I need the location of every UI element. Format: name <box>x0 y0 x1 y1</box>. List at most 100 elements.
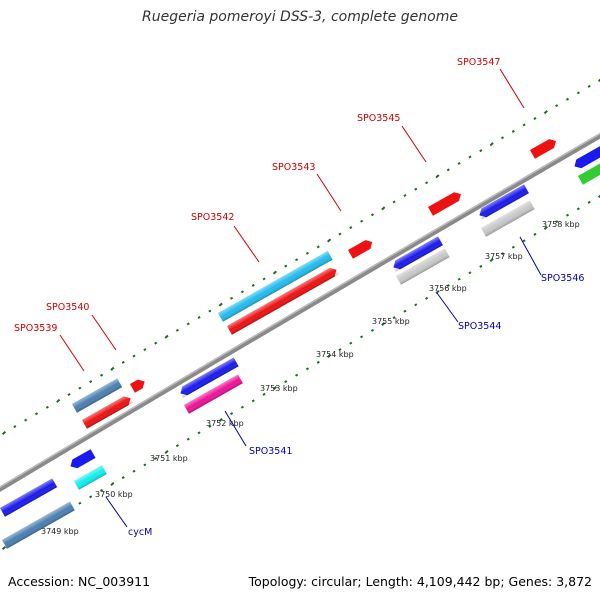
ruler-tick <box>1 430 7 436</box>
feature-SPO3542b[interactable] <box>227 265 339 335</box>
label-SPO3544: SPO3544 <box>458 321 501 332</box>
scale-label: 3757 kbp <box>485 252 523 261</box>
scale-label: 3756 kbp <box>429 284 467 293</box>
ruler-tick <box>435 289 440 295</box>
feature-SPO3544[interactable] <box>396 248 450 285</box>
ruler-tick <box>208 424 212 428</box>
ruler-tick <box>154 341 158 345</box>
feature-rev-right1[interactable] <box>572 142 600 170</box>
ruler-tick <box>175 328 179 332</box>
feature-SPO3540[interactable] <box>72 378 123 413</box>
ruler-tick <box>110 481 115 487</box>
feature-rev-right2[interactable] <box>578 156 600 185</box>
label-cycM: cycM <box>128 527 152 538</box>
ruler-tick <box>121 476 125 480</box>
ruler-tick <box>327 238 332 243</box>
feature-SPO3542[interactable] <box>218 250 333 322</box>
scale-label: 3754 kbp <box>316 350 354 359</box>
ruler-tick <box>121 360 125 364</box>
summary-text: Topology: circular; Length: 4,109,442 bp… <box>248 574 592 589</box>
ruler-tick <box>349 226 353 230</box>
ruler-tick <box>403 194 407 197</box>
ruler-tick <box>446 284 450 288</box>
ruler-tick <box>468 271 472 275</box>
ruler-tick <box>349 341 353 345</box>
feature-SPO3547[interactable] <box>530 137 558 159</box>
ruler-tick <box>218 302 223 307</box>
ruler-tick <box>251 399 255 403</box>
ruler-tick <box>99 373 104 377</box>
ruler-tick <box>489 142 494 147</box>
ruler-tick <box>381 206 386 211</box>
feature-SPO3545[interactable] <box>428 190 463 216</box>
feature-SPO3540-arrow[interactable] <box>130 377 147 393</box>
ruler-tick <box>370 328 374 332</box>
feature-SPO3539[interactable] <box>82 393 134 429</box>
ruler-tick <box>597 194 600 199</box>
ruler-tick <box>338 348 342 352</box>
label-SPO3546: SPO3546 <box>541 273 584 284</box>
ruler-tick <box>272 385 277 391</box>
ruler-tick <box>533 117 537 120</box>
reverse-leader-lines <box>105 236 542 528</box>
ruler-tick <box>468 155 472 159</box>
ruler-tick <box>511 129 515 133</box>
feature-cycM[interactable] <box>74 465 107 490</box>
ruler-tick <box>132 354 136 358</box>
ruler-tick <box>45 405 49 409</box>
feature-SPO3544-a[interactable] <box>391 236 443 272</box>
ruler-tick <box>89 495 93 499</box>
ruler-tick <box>164 449 169 455</box>
ruler-tick <box>284 264 288 268</box>
ruler-tick <box>489 257 494 263</box>
ruler-tick <box>110 366 115 371</box>
ruler-tick <box>262 392 266 396</box>
ruler-tick <box>186 322 190 326</box>
ruler-tick <box>295 373 299 377</box>
inner-ruler-ticks <box>1 194 600 551</box>
feature-rev-left2[interactable] <box>2 501 75 549</box>
ruler-tick <box>24 418 28 422</box>
ruler-tick <box>565 213 570 217</box>
ruler-tick <box>414 187 418 191</box>
ruler-tick <box>154 456 158 460</box>
label-SPO3540: SPO3540 <box>46 302 89 313</box>
ruler-tick <box>587 200 591 204</box>
ruler-tick <box>34 412 39 416</box>
ruler-tick <box>543 110 548 115</box>
ruler-tick <box>1 545 7 551</box>
feature-rev-left1[interactable] <box>0 478 58 517</box>
genome-backbone <box>0 132 600 492</box>
feature-SPO3543[interactable] <box>348 238 375 259</box>
ruler-tick <box>403 309 407 313</box>
ruler-tick <box>522 239 526 243</box>
ruler-tick <box>13 425 17 429</box>
ruler-tick <box>587 84 591 88</box>
ruler-tick <box>565 97 570 101</box>
label-SPO3545: SPO3545 <box>357 113 400 124</box>
feature-SPO3546-a[interactable] <box>477 184 529 220</box>
ruler-tick <box>392 316 396 320</box>
ruler-tick <box>327 353 332 359</box>
ruler-tick <box>500 136 505 140</box>
accession-text: Accession: NC_003911 <box>8 574 151 589</box>
ruler-tick <box>218 417 223 423</box>
feature-rev-small1[interactable] <box>68 449 96 471</box>
ruler-tick <box>479 149 483 153</box>
ruler-tick <box>414 303 418 307</box>
feature-SPO3541[interactable] <box>184 374 243 414</box>
ruler-tick <box>370 213 374 217</box>
ruler-tick <box>240 290 244 294</box>
ruler-tick <box>284 380 288 384</box>
ruler-tick <box>230 296 234 300</box>
label-SPO3543: SPO3543 <box>272 162 315 173</box>
ruler-tick <box>240 405 244 409</box>
ruler-tick <box>533 232 537 236</box>
ruler-tick <box>295 258 299 262</box>
feature-SPO3546[interactable] <box>481 200 535 237</box>
ruler-tick <box>251 283 255 287</box>
label-SPO3547: SPO3547 <box>457 57 500 68</box>
feature-SPO3541-a[interactable] <box>178 357 239 398</box>
ruler-tick <box>164 334 169 339</box>
